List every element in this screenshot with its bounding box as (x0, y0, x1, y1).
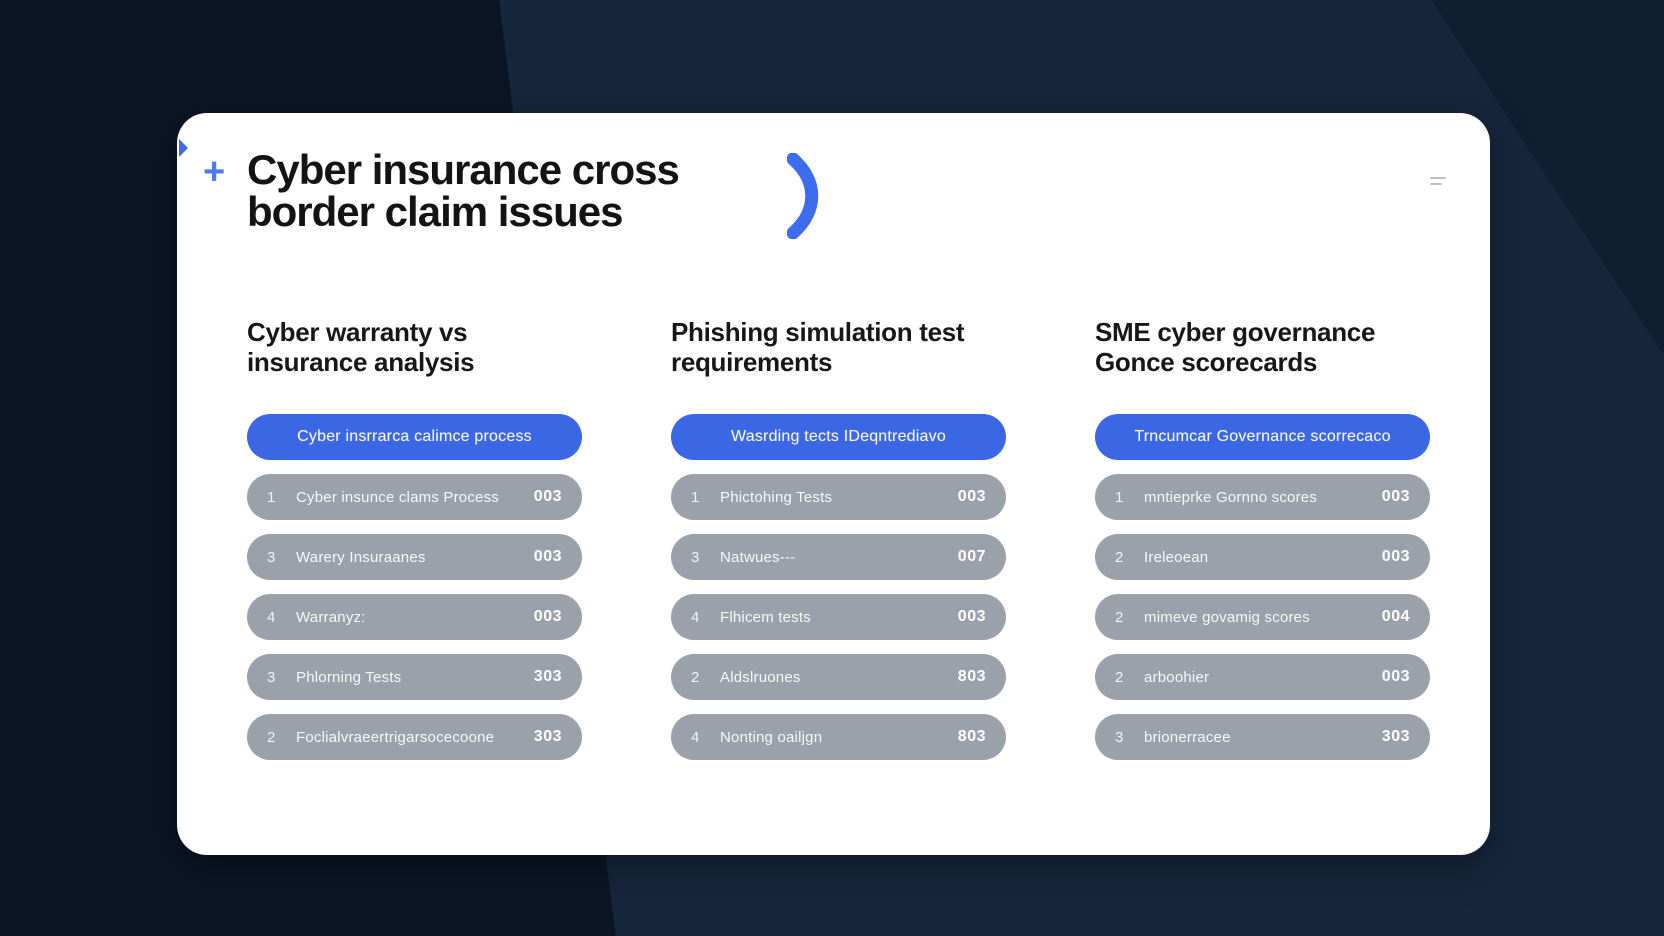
list-item-rank: 2 (691, 668, 700, 686)
list-item[interactable]: 4 Nonting oailjgn 803 (671, 714, 1006, 760)
list-item-rank: 2 (1115, 608, 1124, 626)
list-item-label: Nonting oailjgn (720, 728, 823, 746)
primary-pill-button[interactable]: Wasrding tects IDeqntrediavo (671, 414, 1006, 460)
list-item-rank: 4 (691, 728, 700, 746)
list-item-label: Phictohing Tests (720, 488, 833, 506)
list-item-label: Foclialvraeertrigarsocecoone (296, 728, 495, 746)
list-item-label: Warery Insuraanes (296, 548, 426, 566)
column-phishing-simulation: Phishing simulation test requirements Wa… (671, 317, 1006, 778)
column-heading: Phishing simulation test requirements (671, 317, 965, 377)
list-item[interactable]: 3 Warery Insuraanes 003 (247, 534, 582, 580)
list-item-label: brionerracee (1144, 728, 1231, 746)
list-item-value: 003 (1381, 488, 1410, 505)
page-title-line2: border claim issues (247, 188, 624, 235)
list-item-rank: 3 (1115, 728, 1124, 746)
list-item-rank: 2 (1115, 548, 1124, 566)
page-title: Cyber insurance cross border claim issue… (247, 146, 680, 235)
list-item-rank: 3 (691, 548, 700, 566)
list-item-label: Cyber insunce clams Process (296, 488, 499, 506)
list-item-rank: 4 (267, 608, 276, 626)
list-item[interactable]: 2 mimeve govamig scores 004 (1095, 594, 1430, 640)
list-item-rank: 3 (267, 548, 276, 566)
list-item-label: arboohier (1144, 668, 1210, 686)
list-item-label: mntieprke Gornno scores (1144, 488, 1318, 506)
plus-icon: + (203, 151, 226, 193)
list-item[interactable]: 1 Phictohing Tests 003 (671, 474, 1006, 520)
list-item-label: Flhicem tests (720, 608, 811, 626)
list-item-rank: 4 (691, 608, 700, 626)
column-cyber-warranty: Cyber warranty vs insurance analysis Cyb… (247, 317, 582, 778)
list-item-value: 003 (533, 608, 562, 625)
list-item-label: Warranyz: (296, 608, 366, 626)
list-item-label: mimeve govamig scores (1144, 608, 1310, 626)
list-item[interactable]: 1 Cyber insunce clams Process 003 (247, 474, 582, 520)
list-item[interactable]: 3 Phlorning Tests 303 (247, 654, 582, 700)
list-item-value: 003 (1381, 668, 1410, 685)
column-sme-governance: SME cyber governance Gonce scorecards Tr… (1095, 317, 1430, 778)
list-item-label: Phlorning Tests (296, 668, 402, 686)
list-item[interactable]: 2 Ireleoean 003 (1095, 534, 1430, 580)
list-item[interactable]: 1 mntieprke Gornno scores 003 (1095, 474, 1430, 520)
list-item-value: 303 (1381, 728, 1410, 745)
list-item-rank: 1 (1115, 488, 1124, 506)
list-item-rank: 3 (267, 668, 276, 686)
corner-accent-icon (179, 139, 188, 157)
primary-pill-button[interactable]: Trncumcar Governance scorrecaco (1095, 414, 1430, 460)
list-item-value: 303 (533, 728, 562, 745)
list-item-rank: 2 (267, 728, 276, 746)
primary-pill-button[interactable]: Cyber insrrarca calimce process (247, 414, 582, 460)
list-item-rank: 1 (267, 488, 276, 506)
list-item[interactable]: 3 brionerracee 303 (1095, 714, 1430, 760)
list-item-label: Natwues--- (720, 548, 796, 566)
column-heading: SME cyber governance Gonce scorecards (1095, 317, 1376, 377)
list-item-rank: 1 (691, 488, 700, 506)
list-item[interactable]: 4 Warranyz: 003 (247, 594, 582, 640)
list-item-value: 003 (957, 608, 986, 625)
slide-card: + Cyber insurance cross border claim iss… (177, 113, 1490, 855)
list-item[interactable]: 2 Foclialvraeertrigarsocecoone 303 (247, 714, 582, 760)
list-item-value: 803 (957, 728, 986, 745)
list-item-value: 003 (533, 488, 562, 505)
list-item[interactable]: 2 arboohier 003 (1095, 654, 1430, 700)
list-item[interactable]: 2 Aldslruones 803 (671, 654, 1006, 700)
list-item-label: Aldslruones (720, 668, 801, 686)
list-item-rank: 2 (1115, 668, 1124, 686)
list-item-value: 803 (957, 668, 986, 685)
chevron-right-icon (786, 152, 825, 244)
list-item-value: 303 (533, 668, 562, 685)
list-item-value: 004 (1381, 608, 1410, 625)
list-item-value: 003 (957, 488, 986, 505)
list-item-value: 007 (957, 548, 986, 565)
list-item[interactable]: 4 Flhicem tests 003 (671, 594, 1006, 640)
columns-container: Cyber warranty vs insurance analysis Cyb… (247, 317, 1430, 778)
list-item-value: 003 (1381, 548, 1410, 565)
list-item-value: 003 (533, 548, 562, 565)
column-heading: Cyber warranty vs insurance analysis (247, 317, 475, 377)
list-item-label: Ireleoean (1144, 548, 1209, 566)
list-item[interactable]: 3 Natwues--- 007 (671, 534, 1006, 580)
menu-icon[interactable] (1430, 177, 1446, 185)
page-title-line1: Cyber insurance cross (247, 146, 680, 193)
